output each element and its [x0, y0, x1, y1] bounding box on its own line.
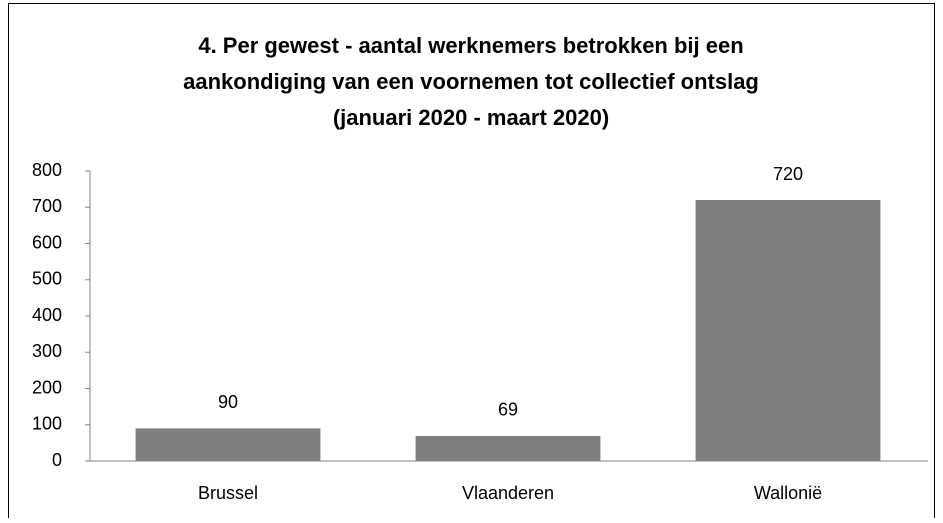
- chart-title: (januari 2020 - maart 2020): [333, 105, 609, 130]
- y-tick-label: 800: [32, 160, 62, 180]
- y-tick-label: 200: [32, 377, 62, 397]
- y-tick-label: 400: [32, 305, 62, 325]
- data-label: 720: [773, 164, 803, 184]
- x-tick-label: Wallonië: [754, 483, 822, 503]
- y-tick-label: 500: [32, 269, 62, 289]
- bar: [415, 435, 601, 461]
- chart-title: 4. Per gewest - aantal werknemers betrok…: [198, 33, 743, 58]
- data-label: 69: [498, 400, 518, 420]
- x-tick-label: Brussel: [198, 483, 258, 503]
- y-tick-label: 0: [52, 450, 62, 470]
- bar: [695, 200, 881, 461]
- y-tick-label: 100: [32, 414, 62, 434]
- bar: [135, 428, 321, 461]
- y-tick-label: 600: [32, 232, 62, 252]
- chart-title: aankondiging van een voornemen tot colle…: [183, 69, 759, 94]
- y-tick-label: 700: [32, 196, 62, 216]
- y-tick-label: 300: [32, 341, 62, 361]
- x-tick-label: Vlaanderen: [462, 483, 554, 503]
- data-label: 90: [218, 392, 238, 412]
